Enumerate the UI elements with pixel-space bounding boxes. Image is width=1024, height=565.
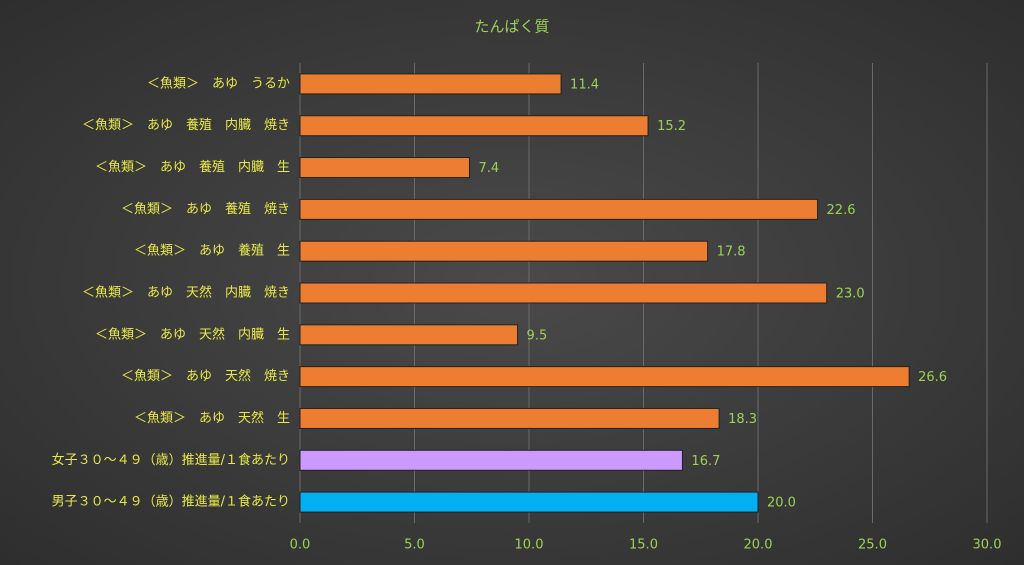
data-label: 18.3 bbox=[728, 412, 757, 427]
y-tick-label: ＜魚類＞ あゆ 養殖 生 bbox=[134, 243, 290, 259]
bar bbox=[299, 407, 720, 429]
chart-title: たんぱく質 bbox=[474, 18, 549, 36]
y-tick-label: ＜魚類＞ あゆ 養殖 焼き bbox=[121, 201, 290, 217]
bar bbox=[299, 73, 562, 95]
y-tick-label: ＜魚類＞ あゆ 養殖 内臓 生 bbox=[95, 159, 290, 175]
y-tick-label: ＜魚類＞ あゆ 天然 内臓 焼き bbox=[82, 285, 290, 301]
y-tick-label: ＜魚類＞ あゆ 天然 内臓 生 bbox=[95, 326, 290, 342]
data-label: 23.0 bbox=[836, 287, 865, 302]
x-tick-label: 10.0 bbox=[515, 538, 544, 553]
y-tick-label: ＜魚類＞ あゆ 養殖 内臓 焼き bbox=[82, 117, 290, 133]
data-label: 22.6 bbox=[827, 203, 856, 218]
data-label: 26.6 bbox=[918, 370, 947, 385]
data-label: 11.4 bbox=[570, 77, 599, 92]
data-label: 20.0 bbox=[767, 496, 796, 511]
data-label: 17.8 bbox=[717, 245, 746, 260]
data-label: 7.4 bbox=[478, 161, 499, 176]
x-tick-label: 0.0 bbox=[290, 538, 311, 553]
bar bbox=[299, 449, 683, 471]
bar bbox=[299, 157, 470, 179]
y-tick-label: 女子３０～４９（歳）推進量/１食あたり bbox=[52, 452, 290, 468]
data-label: 16.7 bbox=[691, 454, 720, 469]
bar bbox=[299, 282, 828, 304]
bar bbox=[299, 115, 649, 137]
y-tick-label: 男子３０～４９（歳）推進量/１食あたり bbox=[52, 494, 290, 510]
x-tick-label: 30.0 bbox=[973, 538, 1002, 553]
data-label: 15.2 bbox=[657, 119, 686, 134]
x-tick-label: 20.0 bbox=[744, 538, 773, 553]
x-tick-label: 5.0 bbox=[404, 538, 425, 553]
y-tick-label: ＜魚類＞ あゆ 天然 生 bbox=[134, 410, 290, 426]
bar bbox=[299, 198, 819, 220]
y-tick-label: ＜魚類＞ あゆ うるか bbox=[147, 76, 290, 91]
bar bbox=[299, 491, 759, 513]
bar bbox=[299, 240, 709, 262]
y-tick-label: ＜魚類＞ あゆ 天然 焼き bbox=[121, 368, 290, 384]
data-label: 9.5 bbox=[527, 328, 548, 343]
x-tick-label: 25.0 bbox=[858, 538, 887, 553]
x-tick-label: 15.0 bbox=[629, 538, 658, 553]
bar bbox=[299, 324, 519, 346]
bar bbox=[299, 366, 910, 388]
